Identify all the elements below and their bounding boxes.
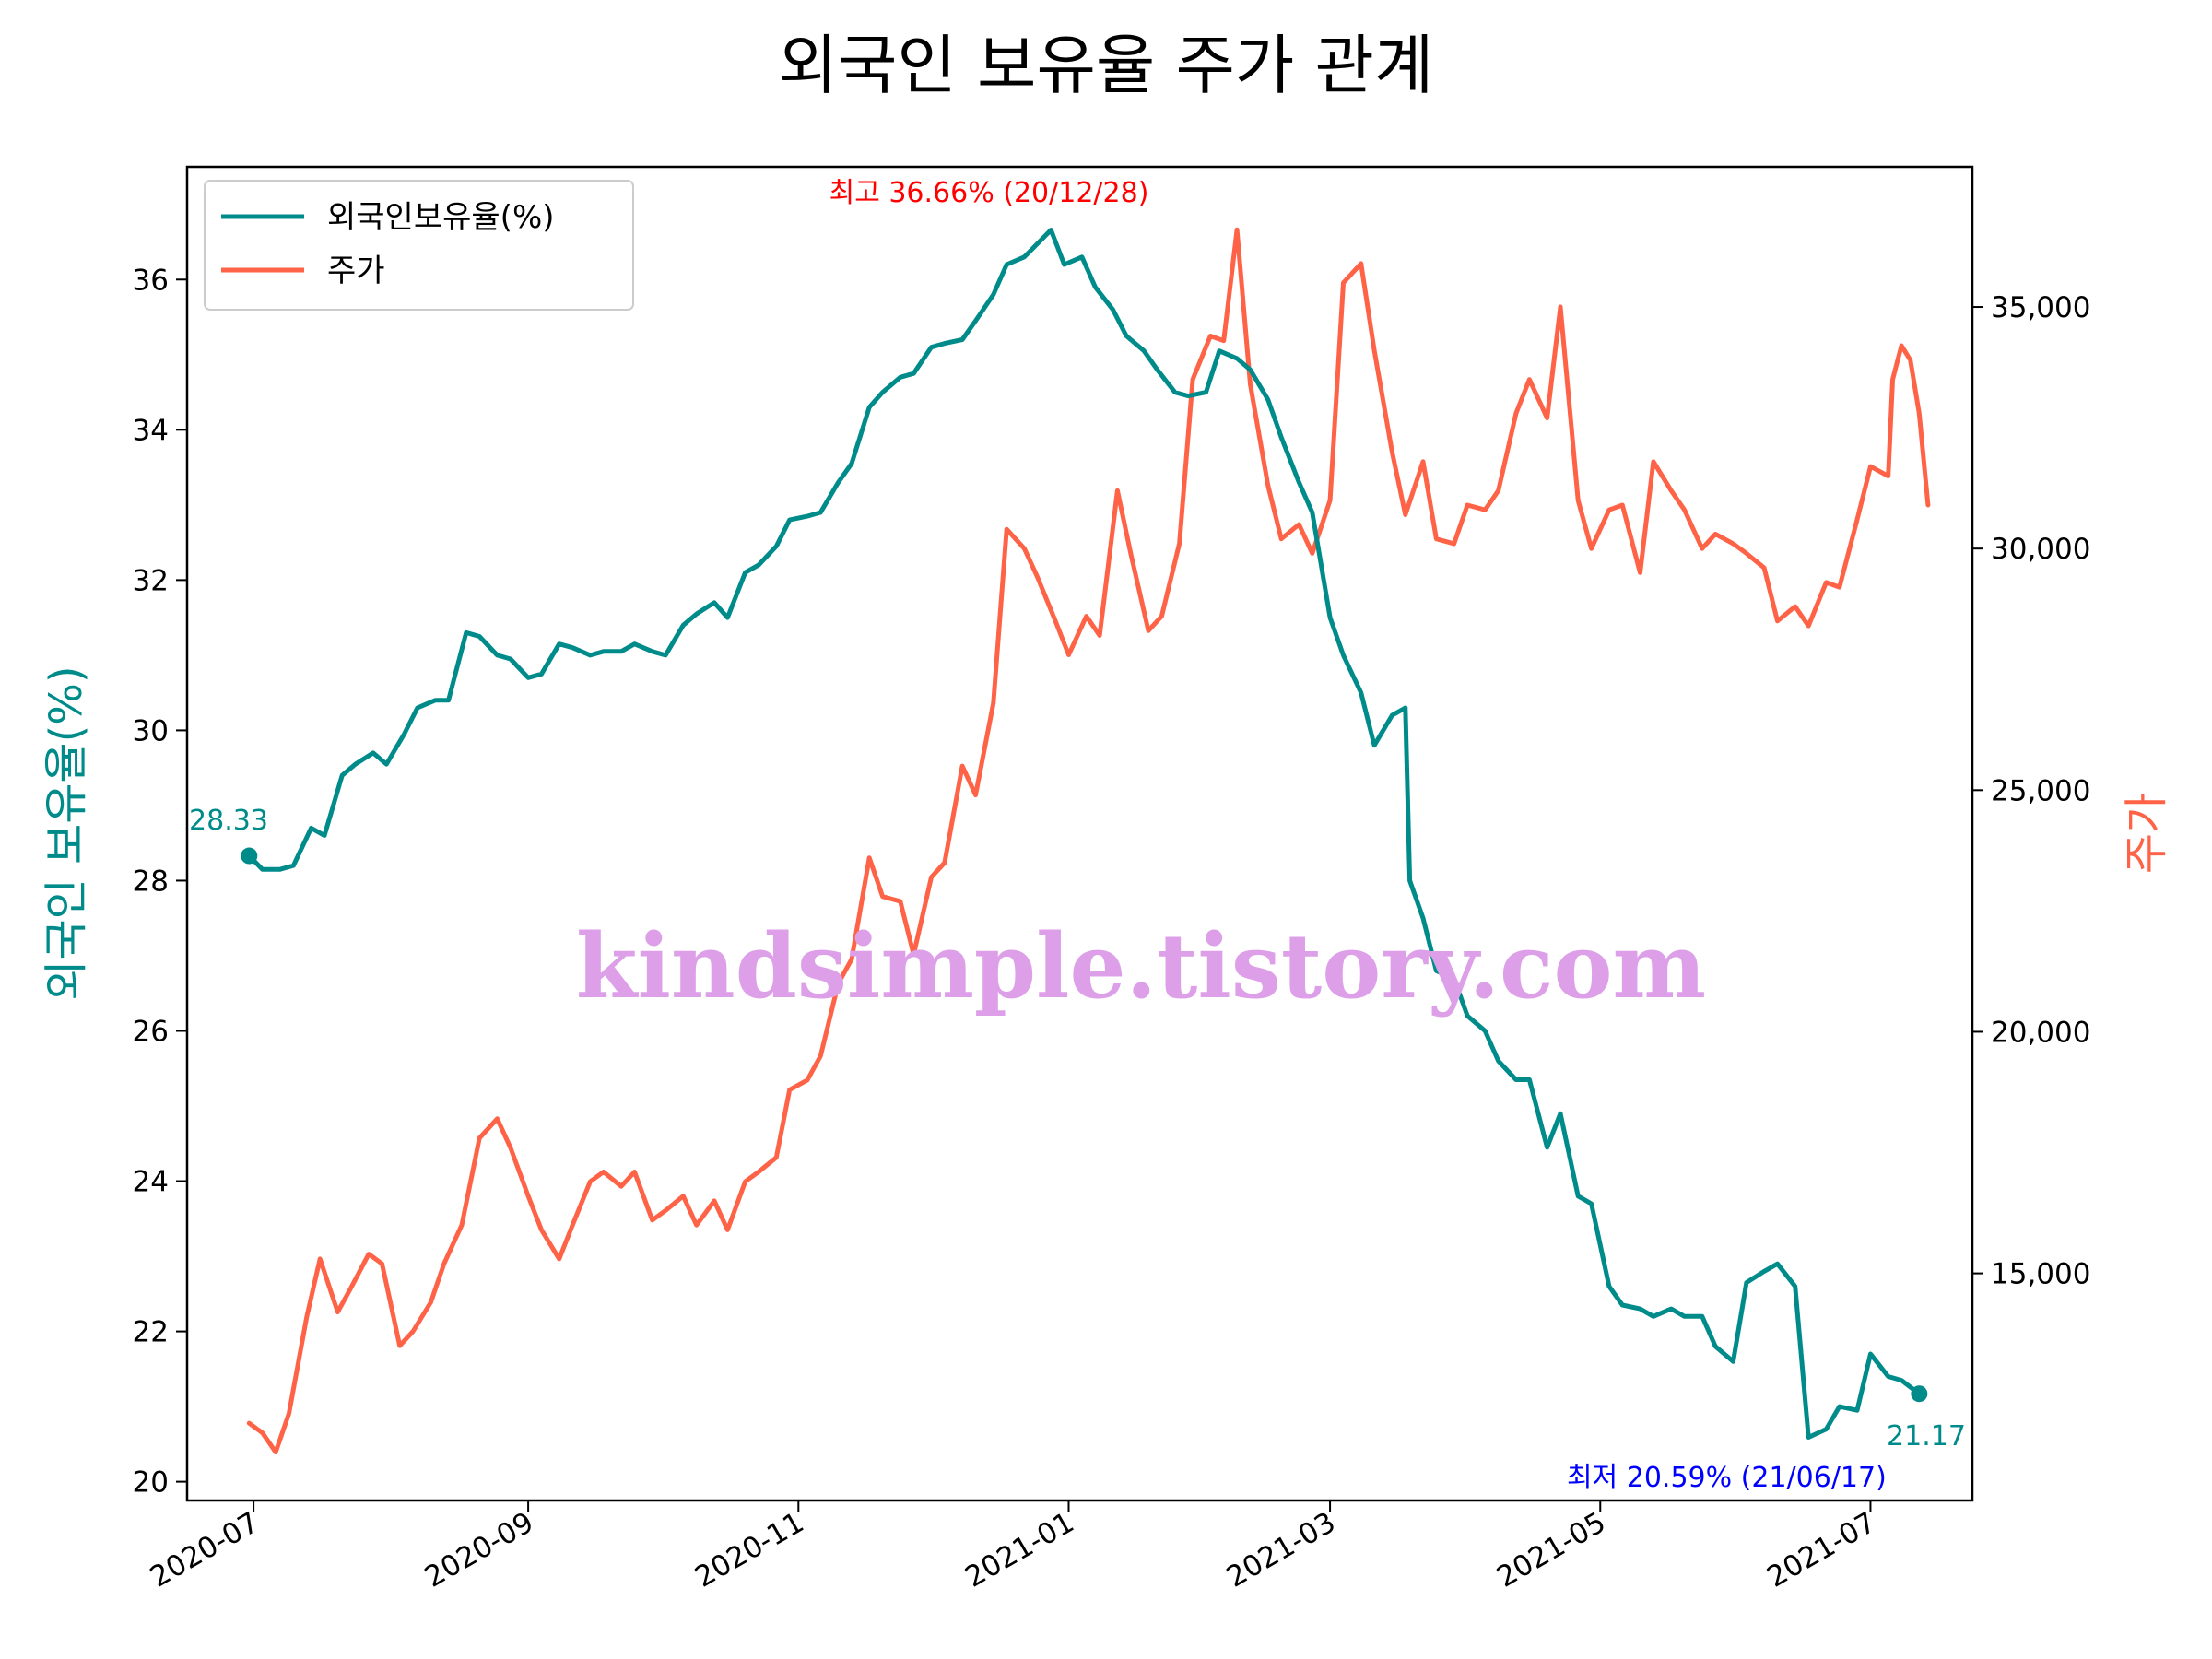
- y-tick-label-5: 30: [133, 714, 169, 747]
- y2-tick-label-0: 15,000: [1991, 1258, 2090, 1291]
- start-value-label: 28.33: [189, 805, 268, 837]
- x-tick-label-6: 2021-07: [1761, 1506, 1881, 1594]
- series-layer: [241, 227, 1931, 1455]
- y-tick-label-0: 20: [133, 1466, 169, 1500]
- legend-label-foreign: 외국인보유율(%): [327, 199, 555, 236]
- series-line-foreign: [246, 228, 1922, 1440]
- y-tick-label-7: 34: [133, 414, 169, 447]
- y-tick-label-6: 32: [133, 564, 169, 597]
- legend-label-price: 주가: [327, 253, 385, 289]
- chart-title: 외국인 보유율 주가 관계: [779, 28, 1434, 103]
- x-axis: 2020-07 2020-09 2020-11 2021-01 2021-03 2021-…: [145, 1500, 1881, 1594]
- x-tick-label-5: 2021-05: [1491, 1506, 1611, 1594]
- plot-frame: [185, 165, 1974, 1502]
- y2-tick-label-4: 35,000: [1991, 291, 2090, 324]
- annotation-layer: 최고 36.66% (20/12/28) 최저 20.59% (21/06/17…: [189, 177, 1966, 1494]
- max-annotation: 최고 36.66% (20/12/28): [830, 177, 1149, 209]
- x-tick-label-2: 2020-11: [689, 1506, 809, 1594]
- start-marker: [241, 847, 258, 865]
- min-annotation: 최저 20.59% (21/06/17): [1567, 1462, 1887, 1494]
- y-axis-right: 15,000 20,000 25,000 30,000 35,000: [1972, 291, 2090, 1291]
- x-tick-label-4: 2021-03: [1221, 1506, 1341, 1594]
- y-tick-label-2: 24: [133, 1166, 169, 1199]
- end-marker: [1911, 1385, 1928, 1403]
- watermark: kindsimple.tistory.com: [576, 914, 1706, 1018]
- y-tick-label-8: 36: [133, 264, 169, 297]
- x-tick-label-0: 2020-07: [145, 1506, 265, 1594]
- legend-box: [204, 180, 634, 311]
- y2-tick-label-3: 30,000: [1991, 533, 2090, 566]
- y-axis-left: 20 22 24 26 28 30 32 34 36: [133, 264, 187, 1500]
- x-tick-label-3: 2021-01: [959, 1506, 1079, 1594]
- y2-tick-label-1: 20,000: [1991, 1016, 2090, 1049]
- y-tick-label-3: 26: [133, 1015, 169, 1048]
- series-line-price: [246, 227, 1931, 1455]
- y-axis-label: 외국인 보유율(%): [41, 665, 92, 1000]
- x-tick-label-1: 2020-09: [419, 1506, 539, 1594]
- end-value-label: 21.17: [1887, 1420, 1966, 1453]
- y-tick-label-1: 22: [133, 1316, 169, 1349]
- legend: 외국인보유율(%) 주가: [204, 180, 634, 311]
- y2-tick-label-2: 25,000: [1991, 774, 2090, 807]
- y-tick-label-4: 28: [133, 865, 169, 898]
- y2-axis-label: 주가: [2121, 793, 2172, 874]
